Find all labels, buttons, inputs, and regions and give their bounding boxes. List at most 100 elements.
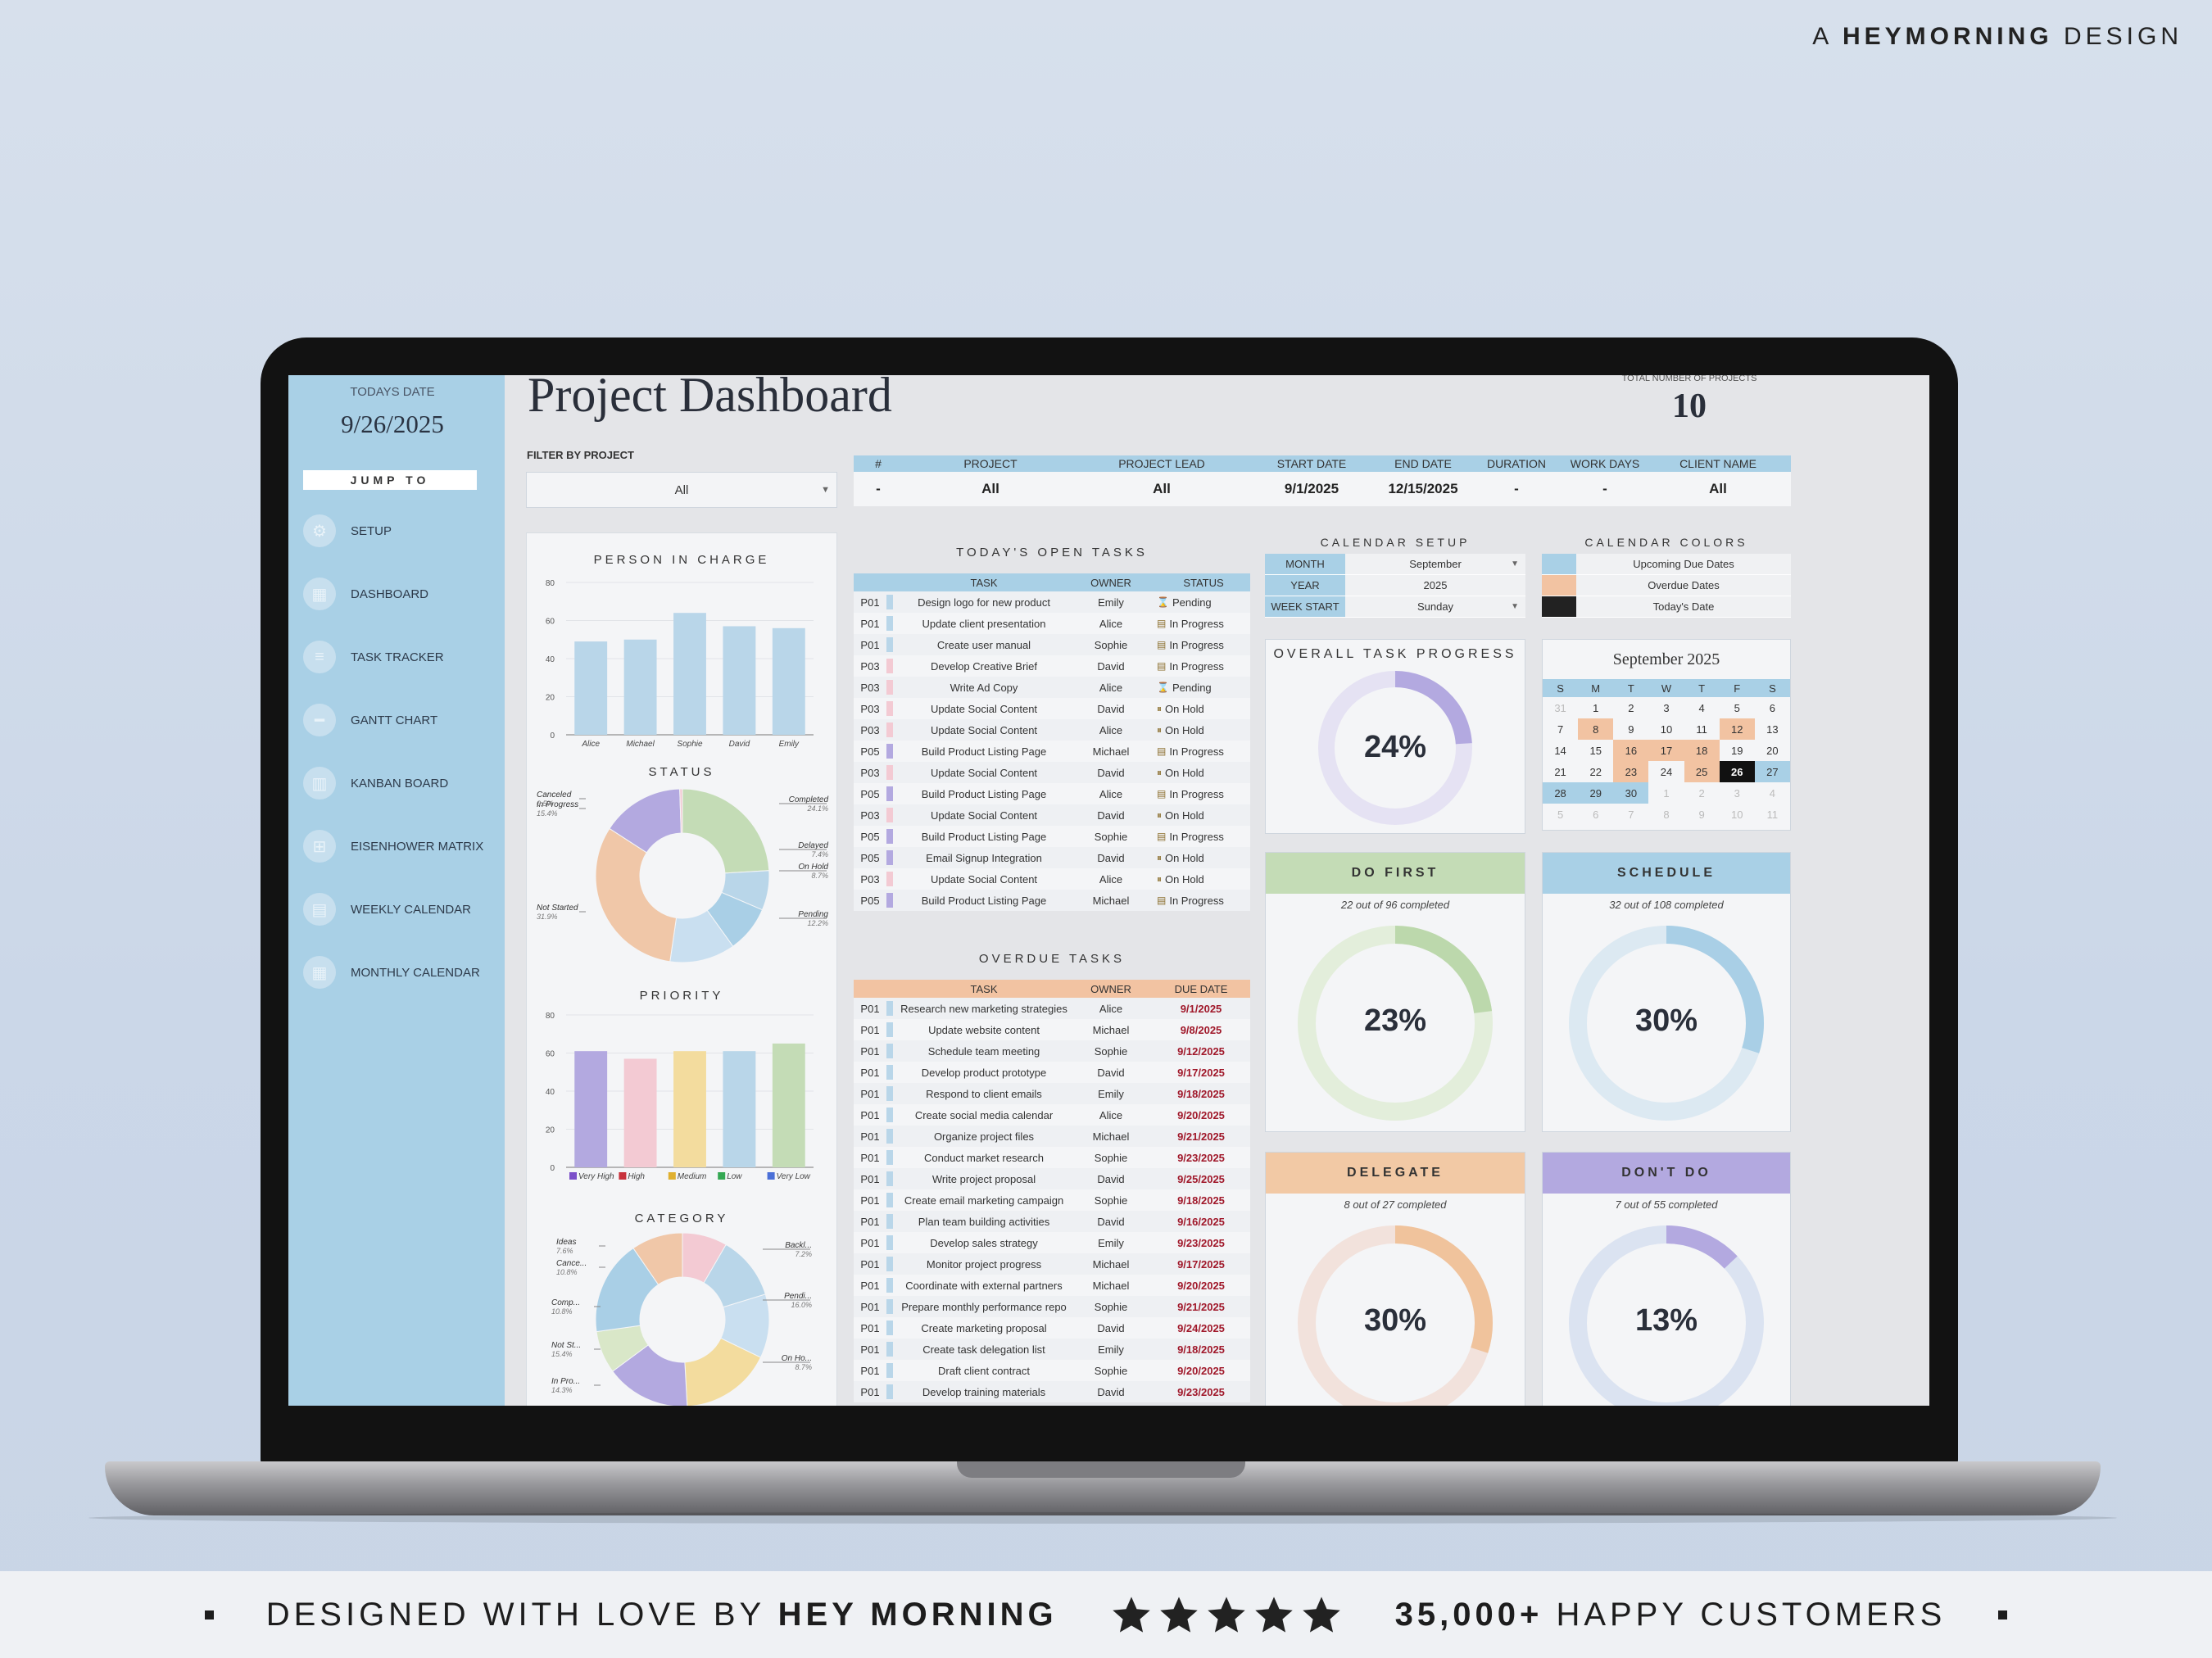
calendar-day[interactable]: 7 bbox=[1557, 723, 1564, 736]
overdue-task-row[interactable]: P01 Monitor project progress Michael 9/17/2… bbox=[854, 1253, 1250, 1275]
overdue-task-row[interactable]: P01 Conduct market research Sophie 9/23/202… bbox=[854, 1147, 1250, 1168]
nav-item-kanban-board[interactable]: ▥ KANBAN BOARD bbox=[303, 765, 500, 801]
project-color-bar bbox=[886, 808, 893, 822]
calendar-day[interactable]: 11 bbox=[1766, 808, 1779, 821]
calendar-day[interactable]: 3 bbox=[1734, 786, 1740, 800]
overdue-task-row[interactable]: P01 Update website content Michael 9/8/2025 bbox=[854, 1019, 1250, 1040]
calendar-day[interactable]: 25 bbox=[1684, 761, 1720, 782]
calendar-day[interactable]: 20 bbox=[1766, 744, 1779, 757]
calendar-day[interactable]: 6 bbox=[1593, 808, 1599, 821]
overdue-task-row[interactable]: P01 Plan team building activities David 9/1… bbox=[854, 1211, 1250, 1232]
open-task-row[interactable]: P05 Build Product Listing Page Sophie ▤ In P… bbox=[854, 826, 1250, 847]
overdue-task-row[interactable]: P01 Schedule team meeting Sophie 9/12/2025 bbox=[854, 1040, 1250, 1062]
page-title: Project Dashboard bbox=[528, 375, 892, 422]
calendar-day[interactable]: 10 bbox=[1731, 808, 1743, 821]
pause-icon: ⏸ bbox=[1157, 872, 1163, 885]
calendar-day[interactable]: 12 bbox=[1719, 718, 1755, 740]
calendar-day[interactable]: 2 bbox=[1628, 701, 1634, 714]
open-task-row[interactable]: P05 Build Product Listing Page Alice ▤ In Pr… bbox=[854, 783, 1250, 804]
open-task-row[interactable]: P05 Build Product Listing Page Michael ▤ In … bbox=[854, 890, 1250, 911]
open-task-row[interactable]: P03 Update Social Content David ⏸ On Hold bbox=[854, 762, 1250, 783]
open-task-row[interactable]: P03 Update Social Content David ⏸ On Hold bbox=[854, 804, 1250, 826]
calendar-day[interactable]: 22 bbox=[1589, 765, 1602, 778]
calendar-day[interactable]: 16 bbox=[1613, 740, 1649, 761]
open-task-row[interactable]: P03 Update Social Content Alice ⏸ On Hold bbox=[854, 719, 1250, 741]
calendar-day[interactable]: 14 bbox=[1554, 744, 1566, 757]
open-task-row[interactable]: P01 Design logo for new product Emily ⌛ Pend… bbox=[854, 591, 1250, 613]
calendar-day[interactable]: 29 bbox=[1578, 782, 1614, 804]
open-task-row[interactable]: P05 Email Signup Integration David ⏸ On Hold bbox=[854, 847, 1250, 868]
calendar-day[interactable]: 9 bbox=[1698, 808, 1705, 821]
laptop-shadow bbox=[88, 1512, 2117, 1524]
calendar-day[interactable]: 17 bbox=[1648, 740, 1684, 761]
calendar-day[interactable]: 2 bbox=[1698, 786, 1705, 800]
project-code: P03 bbox=[860, 872, 880, 886]
overdue-task-row[interactable]: P01 Respond to client emails Emily 9/18/202… bbox=[854, 1083, 1250, 1104]
calendar-day[interactable]: 13 bbox=[1766, 723, 1779, 736]
calendar-day[interactable]: 6 bbox=[1769, 701, 1776, 714]
overdue-task-row[interactable]: P01 Create marketing proposal David 9/24/20… bbox=[854, 1317, 1250, 1339]
total-projects-value: 10 bbox=[1672, 387, 1707, 425]
open-task-row[interactable]: P01 Update client presentation Alice ▤ In Pr… bbox=[854, 613, 1250, 634]
calendar-day[interactable]: 9 bbox=[1628, 723, 1634, 736]
nav-item-monthly-calendar[interactable]: ▦ MONTHLY CALENDAR bbox=[303, 954, 500, 990]
calendar-day[interactable]: 21 bbox=[1554, 765, 1566, 778]
priority-chart-title: PRIORITY bbox=[639, 989, 724, 1003]
calendar-day[interactable]: 28 bbox=[1543, 782, 1579, 804]
calendar-day[interactable]: 4 bbox=[1698, 701, 1705, 714]
overdue-task-row[interactable]: P01 Prepare monthly performance repo Sophi… bbox=[854, 1296, 1250, 1317]
nav-item-task-tracker[interactable]: ≡ TASK TRACKER bbox=[303, 639, 500, 675]
calendar-day[interactable]: 11 bbox=[1696, 723, 1707, 736]
overdue-task-row[interactable]: P01 Develop product prototype David 9/17/20… bbox=[854, 1062, 1250, 1083]
calendar-day[interactable]: 5 bbox=[1557, 808, 1564, 821]
calendar-day[interactable]: 19 bbox=[1731, 744, 1743, 757]
calendar-day[interactable]: 5 bbox=[1734, 701, 1740, 714]
col-header: TASK bbox=[970, 576, 998, 589]
project-filter-select[interactable]: All ▼ bbox=[526, 472, 837, 508]
overdue-task-row[interactable]: P01 Create social media calendar Alice 9/20… bbox=[854, 1104, 1250, 1126]
overdue-task-row[interactable]: P01 Create task delegation list Emily 9/18/… bbox=[854, 1339, 1250, 1360]
nav-item-setup[interactable]: ⚙ SETUP bbox=[303, 513, 500, 549]
pie-label: Canceled bbox=[537, 790, 572, 800]
open-task-row[interactable]: P03 Update Social Content David ⏸ On Hold bbox=[854, 698, 1250, 719]
open-task-row[interactable]: P03 Write Ad Copy Alice ⌛ Pending bbox=[854, 677, 1250, 698]
calendar-day[interactable]: 1 bbox=[1663, 786, 1670, 800]
overdue-task-row[interactable]: P01 Develop sales strategy Emily 9/23/2025 bbox=[854, 1232, 1250, 1253]
overdue-task-row[interactable]: P01 Coordinate with external partners Mich… bbox=[854, 1275, 1250, 1296]
task-owner: David bbox=[1097, 1066, 1125, 1079]
calendar-day[interactable]: 27 bbox=[1754, 761, 1790, 782]
overdue-task-row[interactable]: P01 Develop training materials David 9/23/2… bbox=[854, 1381, 1250, 1402]
task-name: Build Product Listing Page bbox=[921, 745, 1047, 758]
calendar-day[interactable]: 26 bbox=[1719, 761, 1755, 782]
calendar-day[interactable]: 7 bbox=[1628, 808, 1634, 821]
nav-item-gantt-chart[interactable]: ━ GANTT CHART bbox=[303, 702, 500, 738]
calendar-day[interactable]: 8 bbox=[1578, 718, 1614, 740]
open-task-row[interactable]: P01 Create user manual Sophie ▤ In Progress bbox=[854, 634, 1250, 655]
calendar-day[interactable]: 10 bbox=[1660, 723, 1673, 736]
open-task-row[interactable]: P03 Develop Creative Brief David ▤ In Progre… bbox=[854, 655, 1250, 677]
calendar-day[interactable]: 1 bbox=[1593, 701, 1599, 714]
nav-item-eisenhower-matrix[interactable]: ⊞ EISENHOWER MATRIX bbox=[303, 828, 500, 864]
calendar-day[interactable]: 15 bbox=[1589, 744, 1602, 757]
calendar-day[interactable]: 4 bbox=[1769, 786, 1776, 800]
overdue-task-row[interactable]: P01 Write project proposal David 9/25/2025 bbox=[854, 1168, 1250, 1189]
overdue-task-row[interactable]: P01 Create email marketing campaign Sophie… bbox=[854, 1189, 1250, 1211]
nav-item-weekly-calendar[interactable]: ▤ WEEKLY CALENDAR bbox=[303, 891, 500, 927]
calendar-day[interactable]: 31 bbox=[1554, 701, 1566, 714]
calendar-day[interactable]: 24 bbox=[1660, 765, 1673, 778]
overdue-task-row[interactable]: P01 Organize project files Michael 9/21/202… bbox=[854, 1126, 1250, 1147]
calendar-day[interactable]: 30 bbox=[1613, 782, 1649, 804]
overdue-task-row[interactable]: P01 Draft client contract Sophie 9/20/2025 bbox=[854, 1360, 1250, 1381]
calendar-day[interactable]: 8 bbox=[1663, 808, 1670, 821]
overdue-task-row[interactable]: P01 Research new marketing strategies Alic… bbox=[854, 998, 1250, 1019]
calendar-day[interactable]: 3 bbox=[1663, 701, 1670, 714]
calendar-day[interactable]: 23 bbox=[1613, 761, 1649, 782]
open-task-row[interactable]: P03 Update Social Content Alice ⏸ On Hold bbox=[854, 868, 1250, 890]
task-name: Conduct market research bbox=[924, 1151, 1044, 1164]
calendar-day[interactable]: 18 bbox=[1684, 740, 1720, 761]
open-task-row[interactable]: P05 Build Product Listing Page Michael ▤ In … bbox=[854, 741, 1250, 762]
setup-value-month[interactable]: September ▼ bbox=[1345, 554, 1525, 574]
status-label: On Hold bbox=[1165, 766, 1204, 779]
setup-value-week-start[interactable]: Sunday ▼ bbox=[1345, 596, 1525, 617]
nav-item-dashboard[interactable]: ▦ DASHBOARD bbox=[303, 576, 500, 612]
